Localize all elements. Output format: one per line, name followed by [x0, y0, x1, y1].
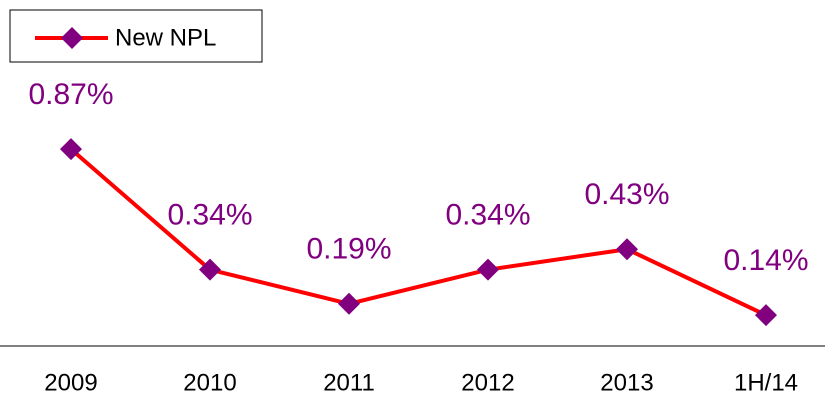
x-tick-label: 2009 [44, 369, 97, 396]
legend-marker [61, 27, 83, 49]
marker [616, 238, 638, 261]
x-tick-label: 1H/14 [734, 369, 798, 396]
data-label: 0.14% [723, 244, 808, 277]
data-label: 0.43% [584, 178, 669, 211]
x-tick-label: 2011 [323, 369, 375, 396]
data-label: 0.34% [167, 199, 252, 232]
x-tick-label: 2012 [461, 369, 514, 396]
x-tick-label: 2010 [183, 369, 236, 396]
marker [755, 304, 777, 327]
marker [338, 292, 360, 315]
marker [60, 138, 82, 161]
data-label: 0.19% [306, 233, 391, 266]
marker [199, 258, 221, 281]
legend-label: New NPL [115, 24, 216, 51]
series-line [69, 147, 767, 317]
marker [477, 258, 499, 281]
legend: New NPL [9, 9, 263, 63]
data-label: 0.87% [28, 78, 113, 111]
x-tick-label: 2013 [600, 369, 653, 396]
data-label: 0.34% [445, 199, 530, 232]
